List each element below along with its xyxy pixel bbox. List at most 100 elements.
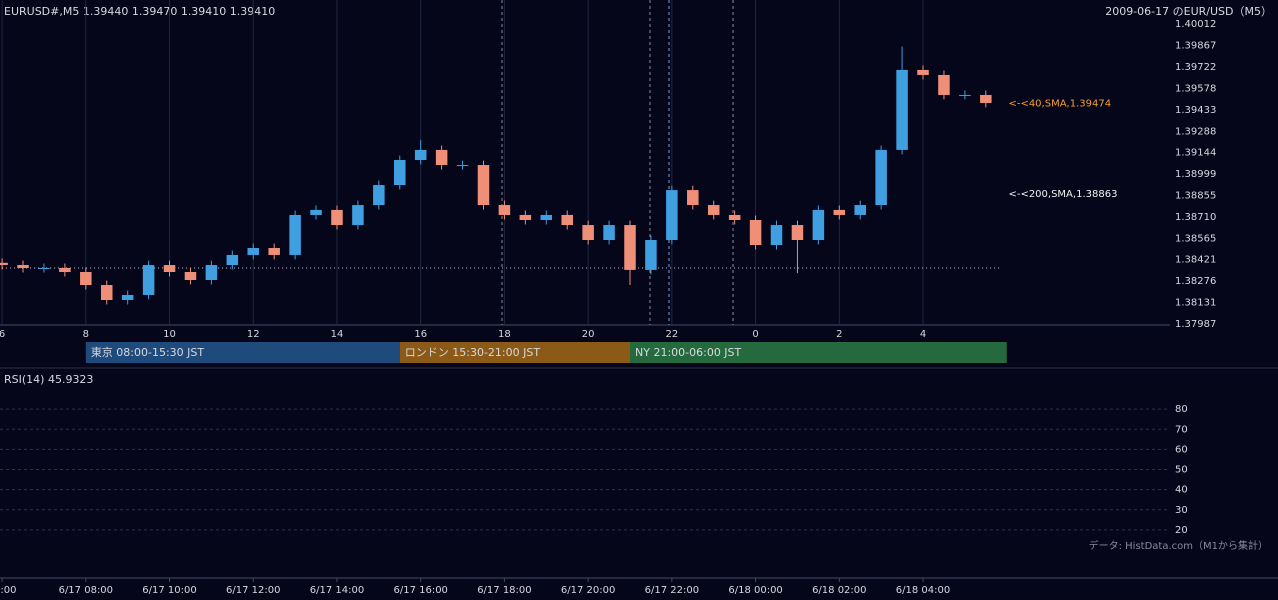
session-band: [85, 342, 400, 363]
candle-body: [477, 165, 490, 206]
x-tick-label: 6/17 16:00: [393, 585, 447, 596]
x-tick-label: 0: [752, 329, 758, 340]
candle-body: [17, 265, 29, 268]
y-tick-label: 1.38999: [1175, 169, 1216, 180]
chart-title: 2009-06-17 のEUR/USD（M5）: [1105, 5, 1272, 18]
candle-body: [373, 185, 385, 206]
x-tick-label: 10: [163, 329, 176, 340]
x-tick-label: 18: [498, 329, 511, 340]
candle-body: [875, 149, 887, 206]
session-label: ロンドン 15:30-21:00 JST: [405, 346, 541, 359]
candle-body: [80, 272, 92, 286]
y-tick-label: 1.38565: [1175, 233, 1216, 244]
candle-body: [687, 190, 699, 206]
y-tick-label: 1.39433: [1175, 105, 1216, 116]
rsi-title: RSI(14) 45.9323: [4, 373, 93, 386]
session-label: 東京 08:00-15:30 JST: [91, 345, 205, 359]
sma-label: <-<40,SMA,1.39474: [1008, 99, 1111, 110]
sma-label: <-<200,SMA,1.38863: [1008, 189, 1117, 200]
x-tick-label: 6/18 02:00: [812, 585, 866, 596]
candle-body: [456, 165, 469, 167]
candle-body: [582, 225, 594, 240]
y-tick-label: 1.37987: [1175, 319, 1216, 330]
session-label: NY 21:00-06:00 JST: [635, 346, 742, 359]
y-tick-label: 1.38276: [1175, 276, 1216, 287]
candle-body: [38, 268, 50, 269]
y-tick-label: 30: [1175, 505, 1188, 516]
x-tick-label: 6/18 00:00: [728, 585, 782, 596]
candle-body: [603, 225, 615, 240]
y-tick-label: 40: [1175, 485, 1188, 496]
y-tick-label: 1.38855: [1175, 190, 1216, 201]
candle-body: [59, 268, 71, 272]
candle-body: [959, 94, 971, 96]
candle-body: [226, 254, 239, 266]
y-tick-label: 60: [1175, 444, 1188, 455]
candle-body: [938, 74, 950, 95]
candle-body: [770, 225, 783, 246]
symbol-info: EURUSD#,M5 1.39440 1.39470 1.39410 1.394…: [4, 5, 275, 18]
candle-body: [854, 205, 866, 215]
x-tick-label: 6/17 20:00: [561, 585, 615, 596]
candle-body: [435, 149, 448, 166]
candle-body: [833, 209, 846, 215]
y-tick-label: 1.38131: [1175, 298, 1216, 309]
x-tick-label: 6/17 22:00: [645, 585, 699, 596]
candle-body: [624, 225, 636, 270]
candle-body: [540, 214, 553, 220]
y-tick-label: 20: [1175, 525, 1188, 536]
x-tick-label: 2: [836, 329, 842, 340]
candle-body: [163, 265, 176, 272]
y-tick-label: 70: [1175, 424, 1188, 435]
candle-body: [268, 248, 280, 255]
x-tick-label: 6/17 14:00: [310, 585, 364, 596]
x-tick-label: 8: [83, 329, 89, 340]
candle-body: [561, 214, 573, 226]
candle-body: [812, 209, 825, 240]
candle-body: [707, 205, 720, 215]
y-tick-label: 1.40012: [1175, 19, 1216, 30]
candle-body: [749, 220, 762, 246]
x-tick-label: 6/17 12:00: [226, 585, 280, 596]
candle-body: [289, 214, 301, 255]
x-tick-label: 06:00: [0, 585, 17, 596]
candle-body: [352, 205, 364, 226]
candle-body: [917, 69, 929, 75]
candle-body: [0, 262, 8, 266]
x-tick-label: 6/18 04:00: [896, 585, 950, 596]
candle-body: [331, 209, 343, 226]
candle-body: [142, 265, 155, 295]
x-tick-label: 14: [331, 329, 344, 340]
x-tick-label: 22: [665, 329, 678, 340]
y-tick-label: 50: [1175, 465, 1188, 476]
candle-body: [498, 205, 511, 215]
candle-body: [100, 285, 113, 300]
x-tick-label: 6/17 10:00: [142, 585, 196, 596]
candle-body: [247, 248, 260, 255]
candle-body: [205, 265, 218, 280]
y-tick-label: 80: [1175, 404, 1188, 415]
candle-body: [728, 214, 741, 220]
candle-body: [980, 94, 992, 103]
x-tick-label: 6: [0, 329, 5, 340]
x-tick-label: 12: [247, 329, 260, 340]
session-band: [630, 342, 1007, 363]
y-tick-label: 1.38421: [1175, 255, 1216, 266]
candle-body: [645, 240, 657, 270]
data-credit: データ: HistData.com（M1から集計）: [1089, 539, 1268, 552]
y-tick-label: 1.38710: [1175, 212, 1216, 223]
y-tick-label: 1.39722: [1175, 62, 1216, 73]
x-tick-label: 16: [414, 329, 427, 340]
candle-body: [414, 149, 427, 160]
candle-body: [896, 69, 908, 150]
candle-body: [394, 160, 406, 186]
x-tick-label: 4: [920, 329, 926, 340]
y-tick-label: 1.39144: [1175, 148, 1216, 159]
y-tick-label: 1.39288: [1175, 126, 1216, 137]
candle-body: [121, 294, 134, 300]
candle-body: [791, 225, 804, 240]
x-tick-label: 6/17 18:00: [477, 585, 531, 596]
candle-body: [666, 190, 678, 240]
